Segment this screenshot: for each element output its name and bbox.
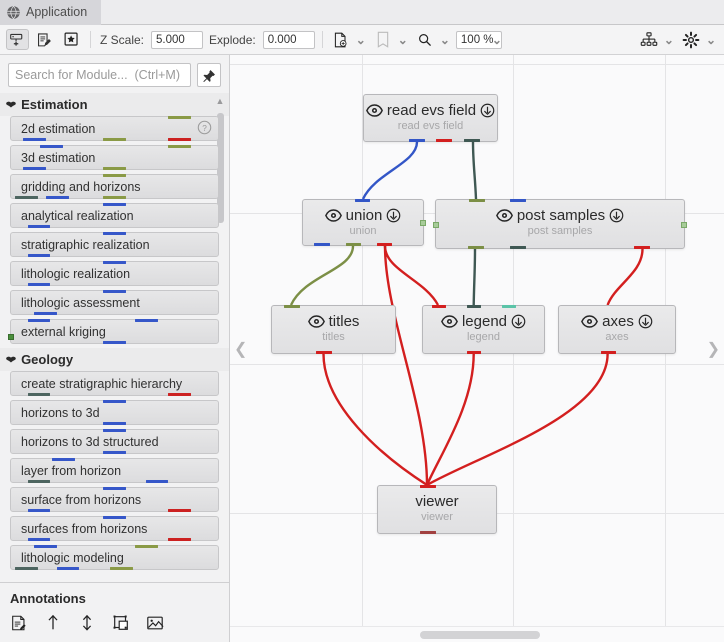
svg-text:?: ? <box>202 123 207 132</box>
